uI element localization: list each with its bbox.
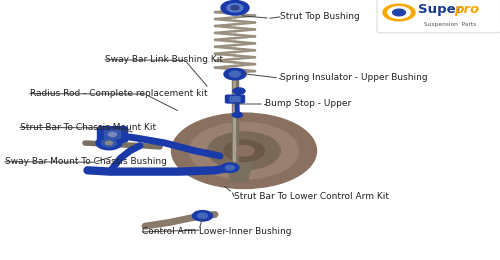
Text: Strut Bar To Chassis Mount Kit: Strut Bar To Chassis Mount Kit	[20, 123, 156, 132]
Circle shape	[221, 163, 239, 172]
Circle shape	[231, 6, 239, 10]
Text: Super: Super	[418, 3, 462, 16]
Circle shape	[224, 68, 246, 80]
Circle shape	[224, 140, 264, 161]
Text: Control Arm Lower-Inner Bushing: Control Arm Lower-Inner Bushing	[142, 228, 292, 236]
Text: Strut Bar To Lower Control Arm Kit: Strut Bar To Lower Control Arm Kit	[234, 192, 389, 201]
Circle shape	[232, 112, 242, 118]
Text: Strut Top Bushing: Strut Top Bushing	[280, 12, 360, 21]
FancyBboxPatch shape	[232, 73, 234, 161]
Text: Sway Bar Link Bushing Kit: Sway Bar Link Bushing Kit	[105, 55, 223, 64]
FancyBboxPatch shape	[230, 97, 240, 101]
Circle shape	[226, 165, 234, 170]
Text: Bump Stop - Upper: Bump Stop - Upper	[265, 100, 351, 108]
Text: Suspension  Parts: Suspension Parts	[424, 22, 476, 27]
Text: Spring Insulator - Upper Bushing: Spring Insulator - Upper Bushing	[280, 74, 428, 82]
Circle shape	[230, 71, 240, 77]
FancyBboxPatch shape	[226, 95, 244, 103]
Polygon shape	[222, 148, 252, 182]
Circle shape	[192, 211, 212, 221]
FancyBboxPatch shape	[98, 127, 128, 142]
Circle shape	[233, 88, 245, 94]
FancyBboxPatch shape	[232, 73, 238, 161]
Circle shape	[96, 136, 122, 150]
Circle shape	[221, 1, 249, 15]
Text: Radius Rod - Complete replacement kit: Radius Rod - Complete replacement kit	[30, 89, 208, 98]
Circle shape	[102, 139, 116, 147]
Circle shape	[106, 141, 112, 145]
FancyBboxPatch shape	[377, 0, 500, 33]
Circle shape	[388, 7, 410, 18]
Circle shape	[234, 146, 254, 156]
Circle shape	[198, 213, 207, 218]
Circle shape	[208, 132, 280, 170]
Text: pro: pro	[454, 3, 479, 16]
Circle shape	[383, 4, 415, 21]
Circle shape	[190, 122, 298, 179]
Circle shape	[392, 9, 406, 16]
Circle shape	[227, 4, 243, 12]
Text: Sway Bar Mount To Chassis Bushing: Sway Bar Mount To Chassis Bushing	[5, 157, 167, 166]
Circle shape	[172, 113, 316, 188]
FancyBboxPatch shape	[104, 130, 120, 139]
Circle shape	[108, 132, 116, 136]
